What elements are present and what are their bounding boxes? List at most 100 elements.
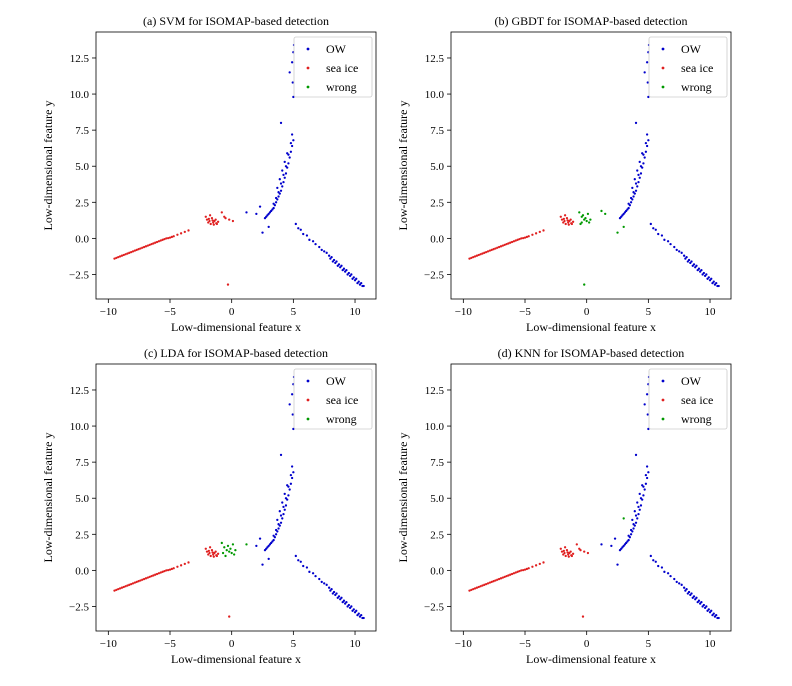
x-tick-label: −10 — [455, 638, 473, 650]
point-ow — [282, 173, 285, 177]
x-axis-label-b: Low-dimensional feature x — [526, 320, 656, 334]
x-tick-label: 10 — [705, 638, 717, 650]
point-ow — [684, 589, 687, 592]
axes-frame-b — [450, 31, 732, 300]
point-wrong — [622, 517, 625, 520]
y-tick-label: 7.5 — [75, 125, 89, 137]
point-ow — [302, 232, 305, 236]
point-ow — [634, 182, 638, 185]
y-tick-label: 5.0 — [430, 161, 444, 173]
point-ow — [699, 602, 702, 605]
y-tick-label: 7.5 — [75, 457, 89, 469]
point-sea-ice — [207, 217, 211, 221]
point-ow — [708, 611, 712, 614]
point-ow — [703, 274, 707, 278]
legend-marker-sea-ice — [661, 66, 665, 70]
point-ow — [272, 202, 275, 205]
point-ow — [311, 240, 315, 243]
point-ow — [684, 257, 687, 260]
point-sea-ice — [481, 252, 484, 255]
point-wrong — [583, 283, 586, 286]
point-ow — [277, 523, 280, 526]
point-ow — [329, 589, 332, 592]
point-sea-ice — [150, 575, 153, 578]
legend-marker-wrong — [661, 417, 665, 421]
point-sea-ice — [207, 549, 211, 553]
point-ow — [691, 264, 694, 267]
point-sea-ice — [492, 248, 495, 251]
x-tick-label: −5 — [519, 638, 531, 650]
point-ow — [645, 476, 649, 480]
point-ow — [713, 283, 717, 286]
point-ow — [351, 609, 354, 612]
point-ow — [629, 201, 633, 204]
point-ow — [669, 243, 672, 246]
point-sea-ice — [565, 217, 569, 220]
legend-marker-wrong — [306, 417, 310, 421]
point-ow — [643, 488, 646, 491]
legend-d: OW sea ice wrong — [648, 368, 728, 430]
point-sea-ice — [564, 554, 567, 558]
point-sea-ice — [468, 589, 471, 592]
y-axis-label-c: Low-dimensional feature y — [41, 433, 55, 563]
point-ow — [631, 518, 634, 522]
point-sea-ice — [167, 568, 170, 572]
point-sea-ice — [133, 581, 137, 584]
y-axis-label-b: Low-dimensional feature y — [396, 101, 410, 231]
point-ow — [314, 243, 317, 246]
point-sea-ice — [168, 568, 172, 571]
point-ow — [666, 572, 670, 575]
point-ow — [636, 185, 639, 188]
point-sea-ice — [565, 549, 569, 552]
point-sea-ice — [496, 246, 499, 249]
point-ow — [716, 616, 719, 620]
legend-marker-wrong — [306, 85, 310, 89]
point-sea-ice — [510, 240, 514, 244]
point-ow — [290, 465, 294, 468]
legend-marker-ow — [306, 379, 310, 383]
point-sea-ice — [525, 235, 529, 239]
point-ow — [336, 596, 339, 599]
point-ow — [302, 564, 305, 568]
point-ow — [331, 260, 334, 263]
point-ow — [663, 238, 666, 241]
y-tick-label: 10.0 — [425, 421, 445, 433]
point-ow — [637, 173, 640, 177]
point-sea-ice — [205, 550, 209, 553]
point-sea-ice — [542, 229, 545, 232]
y-tick-label: 0.0 — [75, 565, 89, 577]
point-sea-ice — [479, 585, 482, 588]
point-sea-ice — [505, 575, 508, 578]
point-ow — [336, 264, 339, 267]
point-sea-ice — [566, 219, 569, 222]
point-ow — [618, 217, 622, 220]
point-ow — [263, 549, 267, 552]
point-sea-ice — [563, 551, 566, 555]
legend-label-ow: OW — [681, 374, 702, 388]
point-sea-ice — [560, 218, 564, 221]
point-sea-ice — [475, 586, 479, 589]
point-wrong — [586, 212, 590, 216]
point-ow — [283, 176, 286, 179]
point-sea-ice — [211, 219, 214, 222]
point-wrong — [604, 212, 607, 216]
point-sea-ice — [139, 247, 142, 250]
point-sea-ice — [128, 583, 131, 586]
y-tick-label: 5.0 — [75, 493, 89, 505]
point-ow — [358, 283, 362, 286]
point-ow — [331, 592, 334, 595]
point-sea-ice — [564, 222, 567, 226]
point-sea-ice — [172, 567, 175, 570]
point-sea-ice — [209, 222, 212, 226]
point-ow — [652, 227, 655, 230]
point-sea-ice — [187, 229, 190, 232]
point-sea-ice — [560, 550, 564, 553]
point-sea-ice — [231, 219, 235, 223]
point-ow — [356, 281, 359, 285]
point-ow — [279, 521, 283, 524]
legend-marker-sea-ice — [661, 398, 665, 402]
point-ow — [680, 583, 683, 586]
point-sea-ice — [137, 248, 140, 251]
point-sea-ice — [475, 254, 479, 257]
point-ow — [636, 501, 639, 504]
